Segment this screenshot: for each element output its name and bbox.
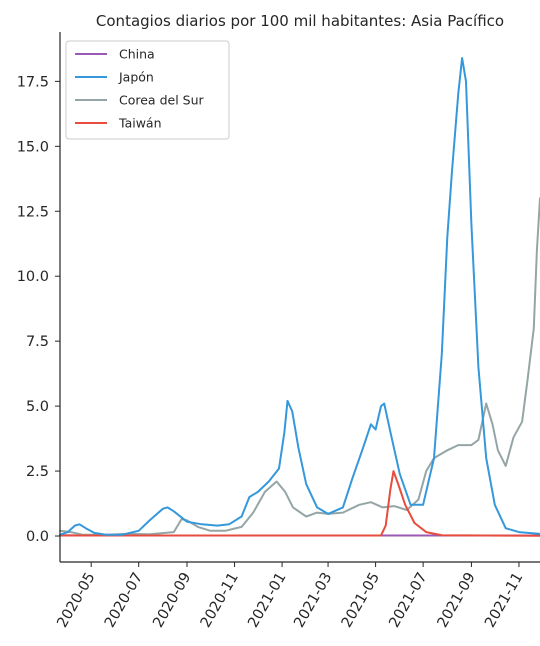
legend-label: Japón xyxy=(118,70,154,85)
y-tick-label: 17.5 xyxy=(17,74,49,90)
x-tick-label: 2021-07 xyxy=(386,570,430,630)
series-line-4 xyxy=(59,470,540,537)
y-tick-label: 5.0 xyxy=(26,399,49,415)
x-tick-label: 2021-09 xyxy=(435,570,479,630)
y-tick-label: 10.0 xyxy=(17,269,49,285)
x-tick-label: 2021-11 xyxy=(482,570,526,630)
x-tick-label: 2021-05 xyxy=(339,570,383,630)
legend-label: Taiwán xyxy=(118,116,162,131)
x-tick-label: 2020-09 xyxy=(150,570,194,630)
legend-label: Corea del Sur xyxy=(119,93,204,108)
series-layer xyxy=(59,57,540,537)
series-line-2 xyxy=(59,57,540,536)
y-tick-label: 0.0 xyxy=(26,529,49,545)
legend-label: China xyxy=(119,47,155,62)
legend-items: China Japón Corea del Sur Taiwán xyxy=(75,47,204,131)
y-axis-ticks: 0.0 2.5 5.0 7.5 10.0 12.5 15.0 17.5 xyxy=(17,74,60,545)
x-tick-label: 2020-05 xyxy=(54,570,98,630)
y-tick-label: 7.5 xyxy=(26,334,49,350)
legend: China Japón Corea del Sur Taiwán xyxy=(65,40,230,140)
y-tick-label: 12.5 xyxy=(17,204,49,220)
series-line-3 xyxy=(59,197,540,536)
y-tick-label: 2.5 xyxy=(26,464,49,480)
x-tick-label: 2020-07 xyxy=(102,570,146,630)
x-tick-label: 2021-01 xyxy=(245,570,289,630)
x-axis-ticks: 2020-05 2020-07 2020-09 2020-11 2021-01 2021-… xyxy=(54,562,526,630)
x-tick-label: 2020-11 xyxy=(198,570,242,630)
chart-title: Contagios diarios por 100 mil habitantes… xyxy=(96,12,504,30)
y-tick-label: 15.0 xyxy=(17,139,49,155)
x-tick-label: 2021-03 xyxy=(291,570,335,630)
legend-frame xyxy=(65,40,230,140)
